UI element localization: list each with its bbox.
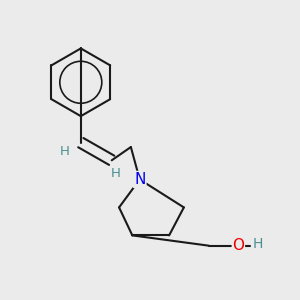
Text: O: O — [232, 238, 244, 253]
Text: H: H — [111, 167, 121, 180]
Text: H: H — [60, 145, 70, 158]
Text: H: H — [252, 237, 263, 251]
Text: N: N — [134, 172, 146, 187]
